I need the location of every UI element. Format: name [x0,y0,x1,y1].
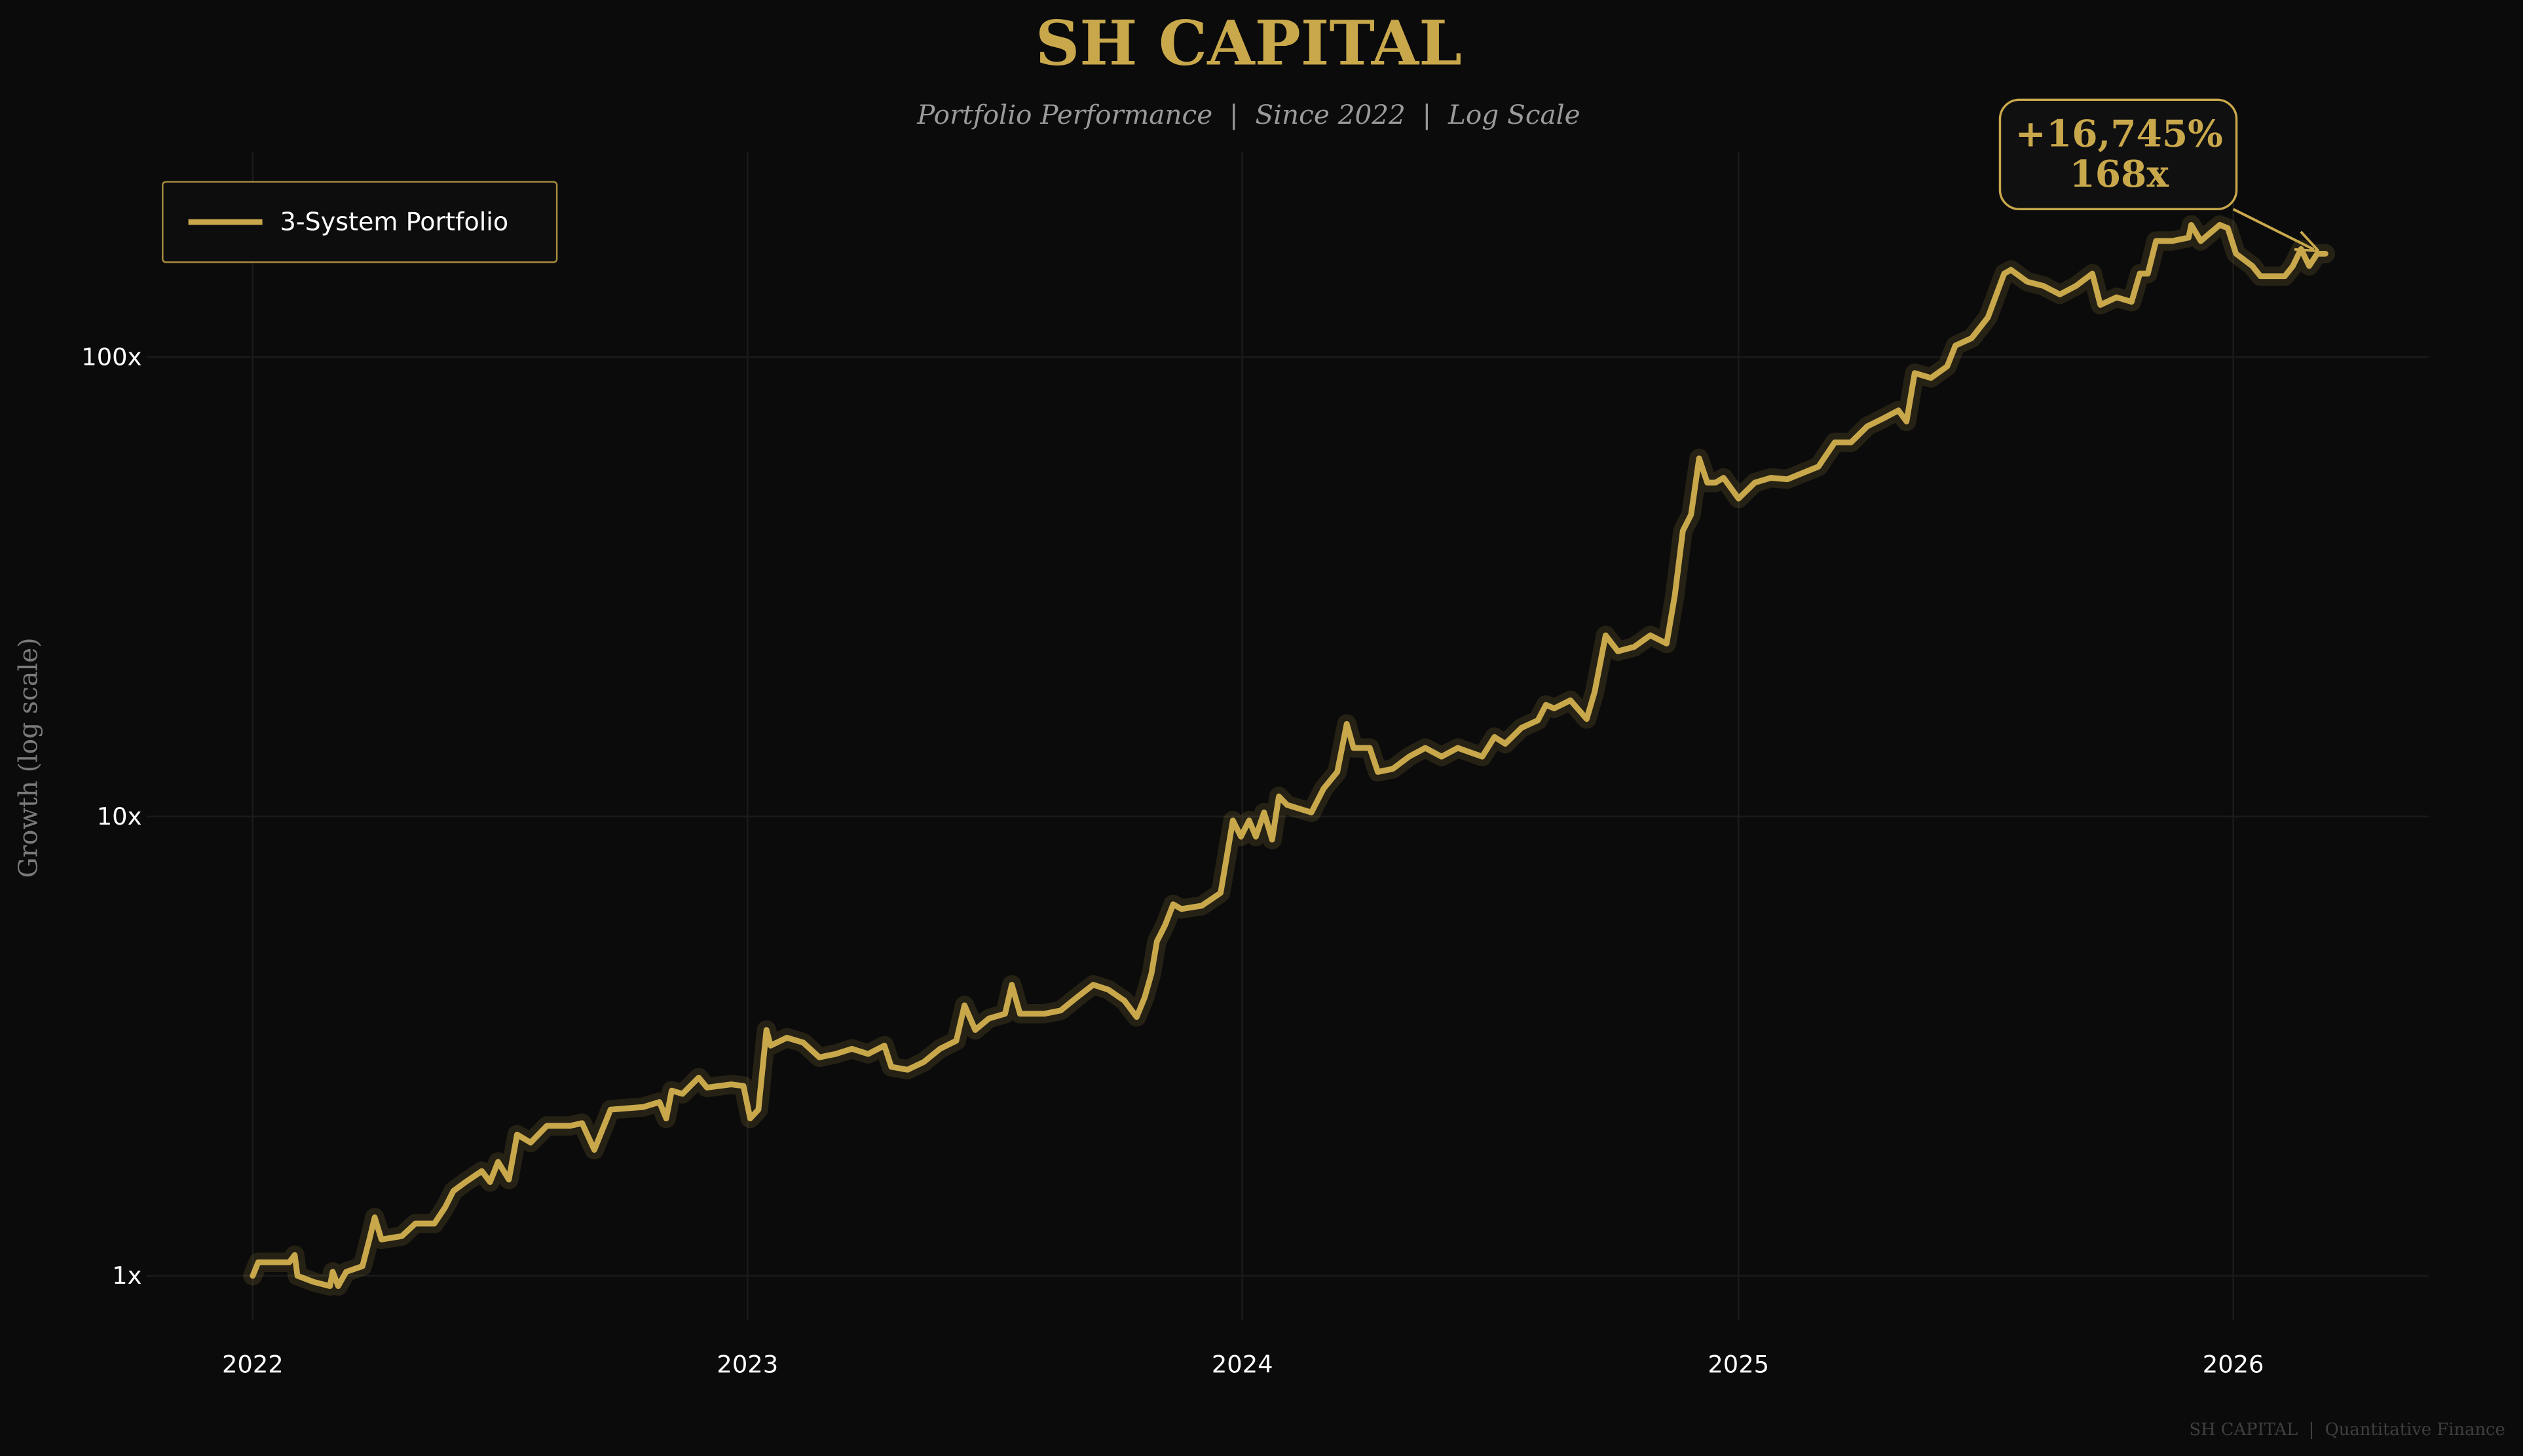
grid [147,151,2429,1320]
y-tick-label: 1x [112,1261,141,1290]
y-tick-label: 10x [97,802,142,831]
annotation-return-pct: +16,745% [2015,113,2223,156]
y-tick-label: 100x [81,343,141,371]
axis-ticks: 2022 2023 2024 2025 2026 1x 10x 100x [81,343,2264,1379]
return-annotation: +16,745% 168x [1998,98,2320,253]
legend: 3-System Portfolio [162,181,558,263]
annotation-box [1998,98,2238,211]
footer-credit: SH CAPITAL | Quantitative Finance [2189,1420,2505,1440]
x-tick-label: 2023 [717,1350,778,1378]
annotation-arrowhead [2294,231,2320,253]
annotation-multiple: 168x [2069,153,2169,196]
x-tick-label: 2022 [222,1350,284,1378]
x-tick-label: 2024 [1212,1350,1273,1378]
x-tick-label: 2025 [1708,1350,1769,1378]
series-line-3-system-portfolio [250,221,2328,1290]
legend-box [162,181,558,263]
chart-title: SH CAPITAL [1036,7,1462,79]
chart-subtitle: Portfolio Performance | Since 2022 | Log… [916,99,1580,130]
x-tick-label: 2026 [2203,1350,2264,1378]
annotation-arrow [2232,208,2315,251]
series-group [243,215,2336,1296]
y-axis-label: Growth (log scale) [14,637,44,878]
legend-label: 3-System Portfolio [280,207,509,236]
